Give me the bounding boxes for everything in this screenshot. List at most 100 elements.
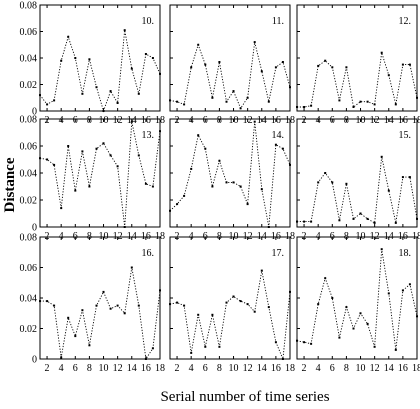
data-point: [310, 220, 313, 223]
data-point: [232, 181, 235, 184]
data-point: [408, 63, 411, 66]
x-tick-label: 6: [203, 363, 208, 374]
data-point: [46, 158, 49, 161]
x-tick-label: 10: [356, 363, 366, 374]
series-line: [296, 249, 418, 350]
data-point: [366, 322, 369, 325]
data-point: [46, 103, 49, 106]
x-tick-label: 16: [398, 363, 408, 374]
data-point: [310, 104, 313, 107]
data-point: [197, 43, 200, 46]
data-point: [267, 100, 270, 103]
data-point: [176, 301, 179, 304]
data-point: [60, 356, 63, 359]
data-point: [352, 327, 355, 330]
x-tick-label: 18: [412, 363, 420, 374]
data-point: [387, 292, 390, 295]
data-point: [67, 145, 70, 147]
y-tick-label: 0.02: [20, 80, 38, 91]
data-point: [130, 266, 133, 269]
y-tick-label: 0.08: [20, 233, 38, 244]
x-tick-label: 10: [99, 363, 109, 374]
panel-label: 15.: [399, 130, 412, 141]
data-point: [303, 341, 306, 344]
data-point: [183, 103, 186, 106]
data-point: [359, 100, 362, 103]
data-point: [102, 142, 105, 145]
x-tick-label: 12: [243, 363, 253, 374]
data-point: [204, 63, 207, 66]
data-point: [95, 304, 98, 307]
data-point: [296, 339, 298, 342]
data-point: [130, 120, 133, 123]
data-point: [387, 74, 390, 77]
x-tick-label: 4: [316, 363, 321, 374]
data-point: [39, 300, 41, 303]
data-point: [373, 103, 376, 106]
data-point: [380, 155, 383, 158]
data-point: [151, 57, 154, 59]
data-point: [88, 58, 91, 61]
data-point: [137, 304, 140, 307]
data-point: [317, 303, 320, 306]
x-tick-label: 18: [155, 363, 165, 374]
data-point: [123, 226, 126, 228]
data-point: [102, 110, 105, 112]
x-tick-label: 4: [59, 363, 64, 374]
y-tick-label: 0: [32, 107, 37, 118]
data-point: [394, 103, 397, 106]
data-point: [274, 341, 277, 344]
y-tick-label: 0.02: [20, 324, 38, 335]
data-point: [366, 100, 369, 103]
y-tick-label: 0: [32, 355, 37, 366]
data-point: [352, 106, 355, 108]
data-point: [144, 358, 147, 360]
data-point: [331, 297, 334, 299]
data-point: [352, 217, 355, 220]
data-point: [239, 300, 242, 303]
data-point: [408, 176, 411, 179]
y-tick-label: 0.02: [20, 196, 38, 207]
data-point: [204, 345, 207, 348]
panel-7: 2 4 6 8 10 12 14 16 18 0 0.02 0.04 0.06 0.08 16.: [20, 233, 166, 375]
data-point: [46, 300, 49, 303]
data-point: [401, 63, 404, 66]
data-point: [81, 92, 84, 95]
data-point: [176, 203, 179, 206]
x-tick-label: 10: [229, 363, 239, 374]
data-point: [159, 289, 161, 292]
data-point: [39, 157, 41, 160]
data-point: [246, 303, 249, 306]
data-point: [225, 181, 228, 184]
x-tick-label: 2: [302, 363, 307, 374]
panel-label: 12.: [399, 16, 412, 27]
panel-label: 18.: [399, 248, 412, 259]
data-point: [394, 348, 397, 351]
data-point: [267, 226, 270, 228]
data-point: [324, 172, 327, 174]
data-point: [81, 309, 84, 312]
data-point: [394, 221, 397, 224]
x-tick-label: 14: [384, 363, 394, 374]
y-tick-label: 0.08: [20, 115, 38, 126]
panel-label: 10.: [142, 16, 155, 27]
y-tick-label: 0.04: [20, 294, 38, 305]
data-point: [116, 304, 119, 307]
data-point: [197, 313, 200, 316]
data-point: [303, 106, 306, 108]
data-point: [116, 165, 119, 168]
data-point: [416, 217, 418, 220]
data-point: [88, 344, 91, 347]
data-point: [218, 61, 221, 63]
data-point: [380, 51, 383, 54]
x-tick-label: 12: [370, 363, 380, 374]
data-point: [169, 99, 171, 102]
y-tick-label: 0.06: [20, 142, 38, 153]
x-tick-label: 4: [189, 363, 194, 374]
data-point: [88, 185, 91, 188]
x-tick-label: 2: [45, 363, 50, 374]
x-tick-label: 6: [330, 363, 335, 374]
data-point: [310, 342, 313, 345]
